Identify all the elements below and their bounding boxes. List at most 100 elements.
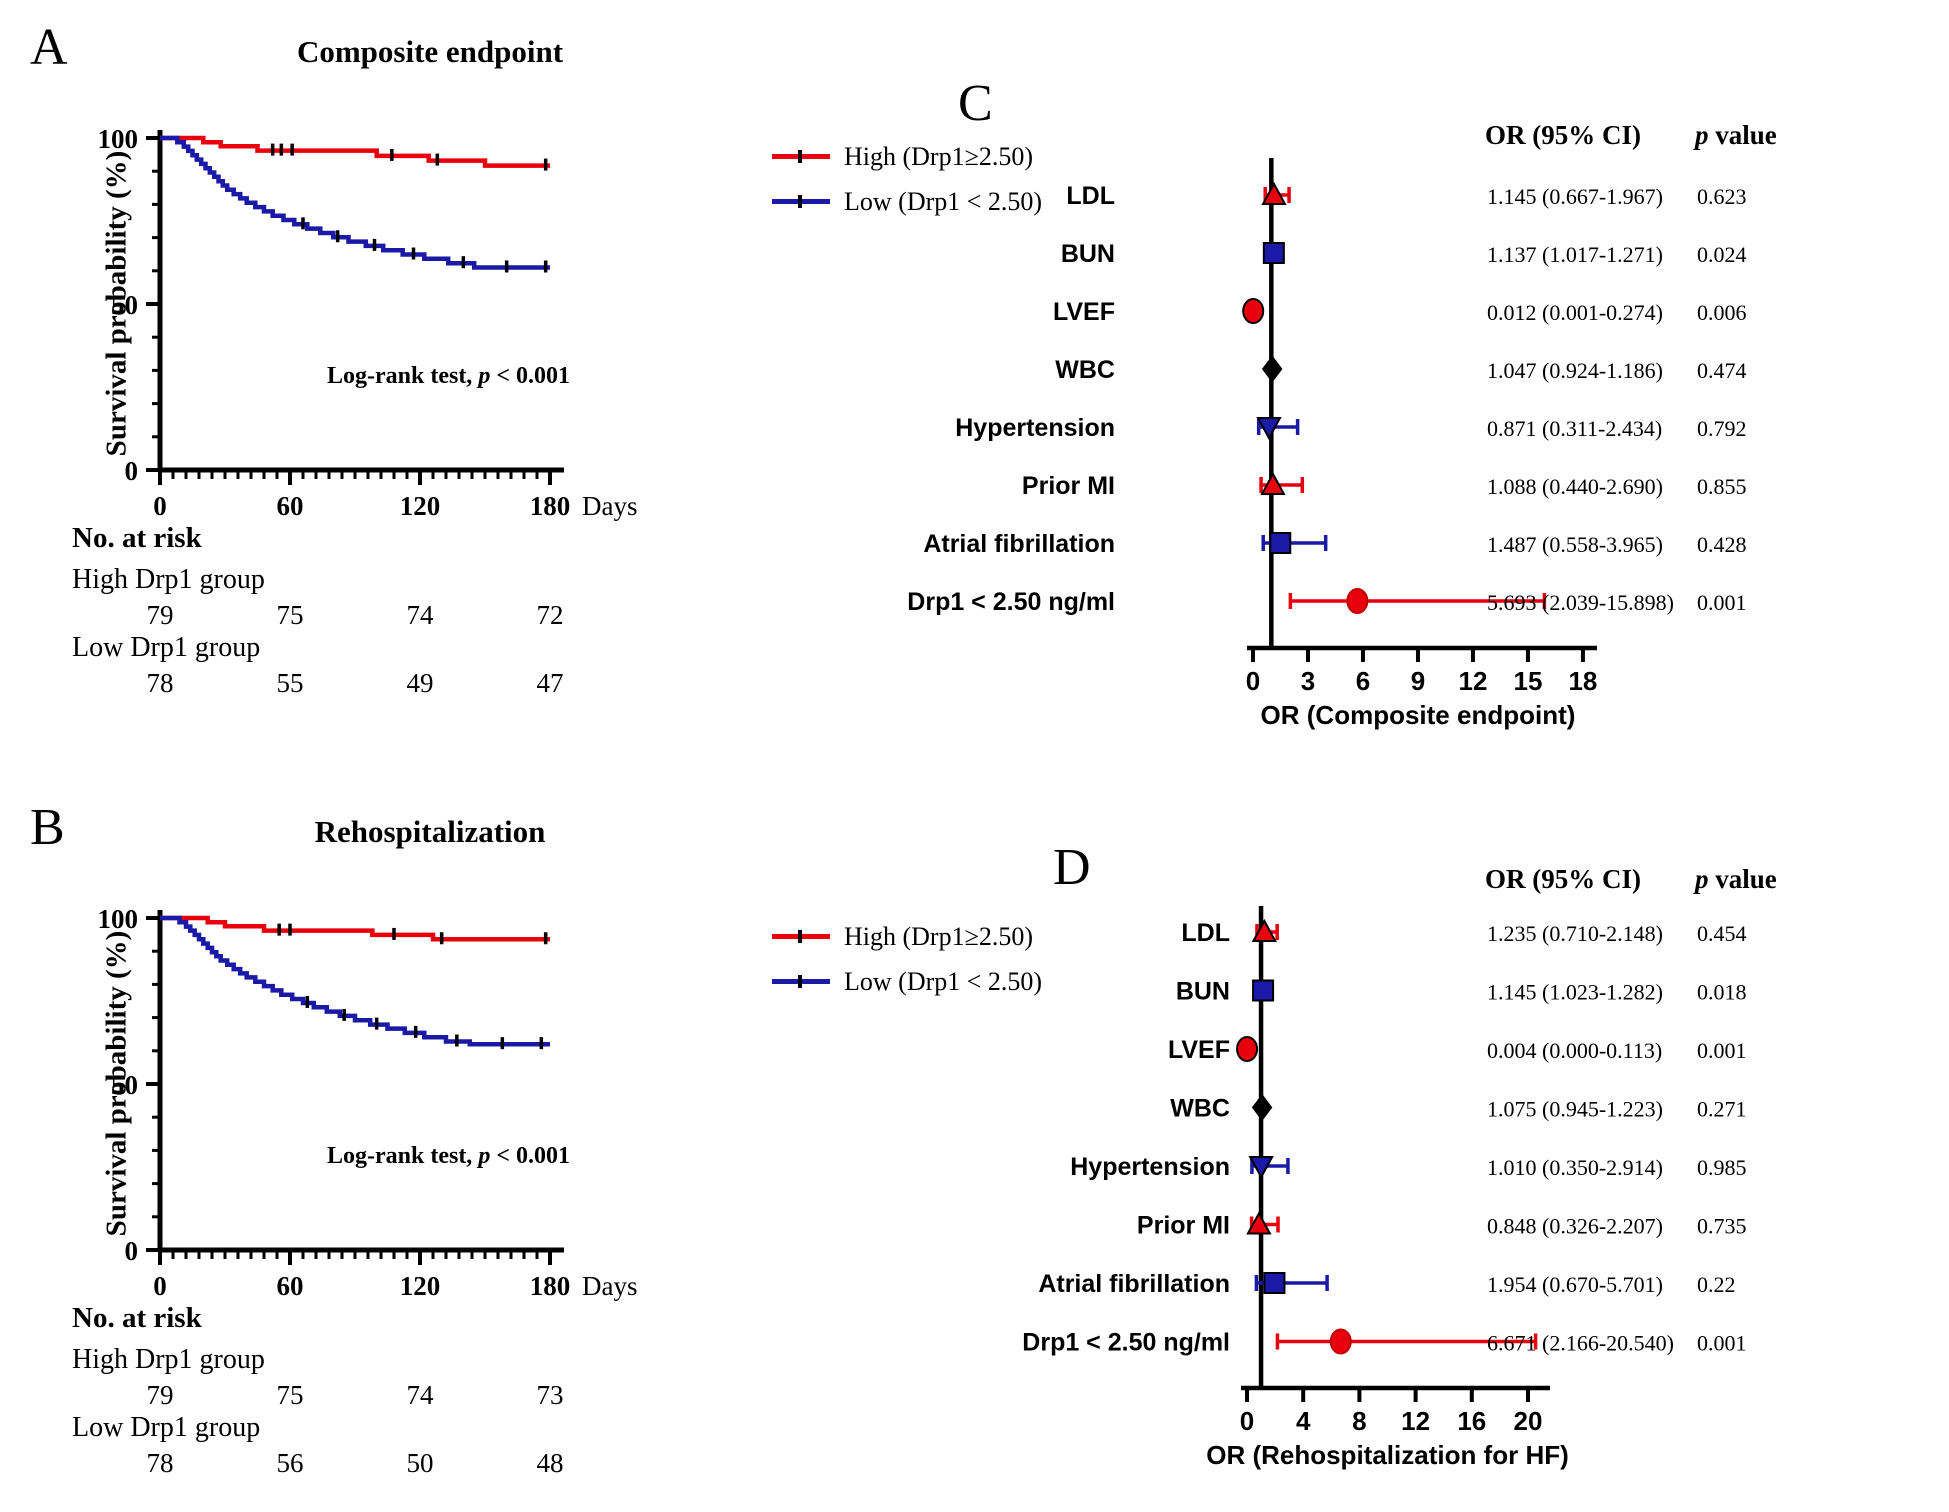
- chart-text: Atrial fibrillation: [923, 530, 1115, 558]
- chart-text: 60: [277, 1271, 304, 1301]
- risk-count: 75: [276, 1380, 304, 1410]
- legend-label-high: High (Drp1≥2.50): [844, 141, 1034, 171]
- circle-marker-icon: [1329, 1328, 1352, 1355]
- chart-text: 0.004 (0.000-0.113): [1487, 1038, 1662, 1063]
- square-marker-icon: [1263, 1272, 1286, 1294]
- chart-text: OR (Composite endpoint): [1261, 700, 1576, 730]
- chart-text: 0.012 (0.001-0.274): [1487, 300, 1663, 325]
- panel-b-risk-row-low-label: Low Drp1 group: [72, 1412, 261, 1443]
- panel-b-legend: High (Drp1≥2.50) Low (Drp1 < 2.50): [772, 920, 1042, 1010]
- triangle-up-marker-icon: [1246, 1211, 1272, 1235]
- chart-text: 0.454: [1697, 921, 1747, 946]
- chart-text: 0.271: [1697, 1097, 1747, 1122]
- panel-letter-c: C: [958, 75, 993, 132]
- panel-d-or-header: OR (95% CI): [1485, 864, 1641, 895]
- risk-count: 47: [536, 668, 564, 698]
- square-marker-icon: [1252, 979, 1275, 1002]
- chart-text: 50: [111, 1070, 138, 1100]
- chart-text: 0: [125, 1236, 139, 1266]
- triangle-down-marker-icon: [1256, 417, 1282, 441]
- panel-a-risk-row-high-counts: 79 75 74 72: [0, 600, 1040, 634]
- forest-row-drp1-2-50-ng-ml: Drp1 < 2.50 ng/ml 6.671 (2.166-20.540) 0.0…: [1022, 1328, 1747, 1357]
- chart-text: 0.001: [1697, 590, 1747, 615]
- forest-row-lvef: LVEF 0.004 (0.000-0.113) 0.001: [1168, 1036, 1747, 1064]
- panel-a: A Composite endpoint Survival probabilit…: [0, 0, 1042, 760]
- panel-b-logrank-annotation: Log-rank test, p < 0.001: [320, 1143, 570, 1170]
- chart-text: 4: [1296, 1406, 1311, 1436]
- forest-row-lvef: LVEF 0.012 (0.001-0.274) 0.006: [1053, 298, 1747, 326]
- panel-b-risk-row-high-label: High Drp1 group: [72, 1344, 265, 1375]
- panel-letter-a: A: [30, 19, 68, 76]
- forest-axes: 0 3 6 9 12 15 18 OR (Composite endpoint): [1246, 158, 1597, 730]
- censor-tick-icon: [798, 930, 802, 943]
- forest-row-hypertension: Hypertension 1.010 (0.350-2.914) 0.985: [1070, 1153, 1746, 1181]
- panel-d-p-header: p value: [1695, 864, 1777, 895]
- panel-a-legend: High (Drp1≥2.50) Low (Drp1 < 2.50): [772, 140, 1042, 230]
- panel-b-risk-heading: No. at risk: [72, 1302, 202, 1334]
- risk-count: 78: [146, 668, 174, 698]
- chart-text: 12: [1458, 666, 1487, 696]
- chart-text: 1.954 (0.670-5.701): [1487, 1272, 1663, 1297]
- chart-text: 15: [1513, 666, 1542, 696]
- chart-text: 1.010 (0.350-2.914): [1487, 1155, 1663, 1180]
- panel-a-title: Composite endpoint: [296, 34, 564, 69]
- circle-marker-icon: [1236, 1036, 1259, 1062]
- chart-text: 0.855: [1697, 474, 1747, 499]
- chart-text: LDL: [1066, 182, 1115, 210]
- chart-text: 0.623: [1697, 184, 1747, 209]
- legend-item-low: Low (Drp1 < 2.50): [772, 185, 1042, 218]
- chart-text: Prior MI: [1137, 1212, 1230, 1240]
- panel-d: D OR (95% CI) p value 0 4 8 12 16 20 OR (Rehos…: [850, 820, 1949, 1512]
- panel-c-or-header: OR (95% CI): [1485, 120, 1641, 151]
- km-series-low: [160, 915, 550, 1050]
- chart-text: 1.145 (0.667-1.967): [1487, 184, 1663, 209]
- chart-text: Prior MI: [1022, 472, 1115, 500]
- p-header-text: value: [1715, 864, 1777, 894]
- risk-count: 50: [406, 1448, 434, 1478]
- panel-c-p-header: p value: [1695, 120, 1777, 151]
- chart-text: 0.018: [1697, 980, 1747, 1005]
- chart-text: 120: [400, 491, 441, 521]
- censor-tick-icon: [798, 150, 802, 163]
- km-axes: 100 50 00 60 120 180 Days: [98, 124, 638, 521]
- chart-text: WBC: [1055, 356, 1115, 384]
- panel-b-risk-row-low-counts: 78 56 50 48: [0, 1448, 1040, 1482]
- forest-row-wbc: WBC 1.047 (0.924-1.186) 0.474: [1055, 355, 1747, 384]
- legend-item-high: High (Drp1≥2.50): [772, 920, 1042, 953]
- chart-text: 0.792: [1697, 416, 1747, 441]
- panel-c: C OR (95% CI) p value 0 3 6 9 12 15 18 OR (Comp…: [850, 60, 1949, 780]
- forest-row-wbc: WBC 1.075 (0.945-1.223) 0.271: [1170, 1093, 1747, 1123]
- chart-text: LVEF: [1168, 1036, 1230, 1064]
- circle-marker-icon: [1242, 298, 1265, 324]
- chart-text: 8: [1352, 1406, 1366, 1436]
- chart-text: 0: [153, 491, 167, 521]
- chart-text: 0.871 (0.311-2.434): [1487, 416, 1662, 441]
- chart-text: 0.001: [1697, 1038, 1747, 1063]
- chart-text: 0.474: [1697, 358, 1747, 383]
- risk-count: 55: [276, 668, 304, 698]
- logrank-p: p: [478, 363, 491, 389]
- risk-count: 72: [536, 600, 564, 630]
- forest-row-hypertension: Hypertension 0.871 (0.311-2.434) 0.792: [955, 414, 1746, 442]
- forest-row-prior-mi: Prior MI 1.088 (0.440-2.690) 0.855: [1022, 471, 1747, 500]
- forest-chart-c: 0 3 6 9 12 15 18 OR (Composite endpoint) LDL 1.14…: [907, 158, 1747, 730]
- risk-count: 74: [406, 1380, 434, 1410]
- chart-text: 180: [530, 1271, 571, 1301]
- chart-text: 0: [1240, 1406, 1254, 1436]
- chart-text: 1.047 (0.924-1.186): [1487, 358, 1663, 383]
- p-header-text: value: [1715, 120, 1777, 150]
- km-chart-a: 100 50 00 60 120 180 Days: [98, 124, 638, 521]
- logrank-rest: < 0.001: [496, 1143, 570, 1169]
- legend-label-low: Low (Drp1 < 2.50): [844, 186, 1043, 216]
- censor-tick-icon: [798, 195, 802, 208]
- logrank-p: p: [478, 1143, 491, 1169]
- panel-a-risk-heading: No. at risk: [72, 522, 202, 554]
- legend-line-low-icon: [772, 195, 830, 208]
- risk-count: 73: [536, 1380, 564, 1410]
- legend-label-high: High (Drp1≥2.50): [844, 921, 1034, 951]
- panel-a-risk-row-low-counts: 78 55 49 47: [0, 668, 1040, 702]
- logrank-prefix: Log-rank test,: [326, 363, 473, 389]
- chart-text: Days: [582, 491, 638, 521]
- circle-marker-icon: [1346, 588, 1369, 614]
